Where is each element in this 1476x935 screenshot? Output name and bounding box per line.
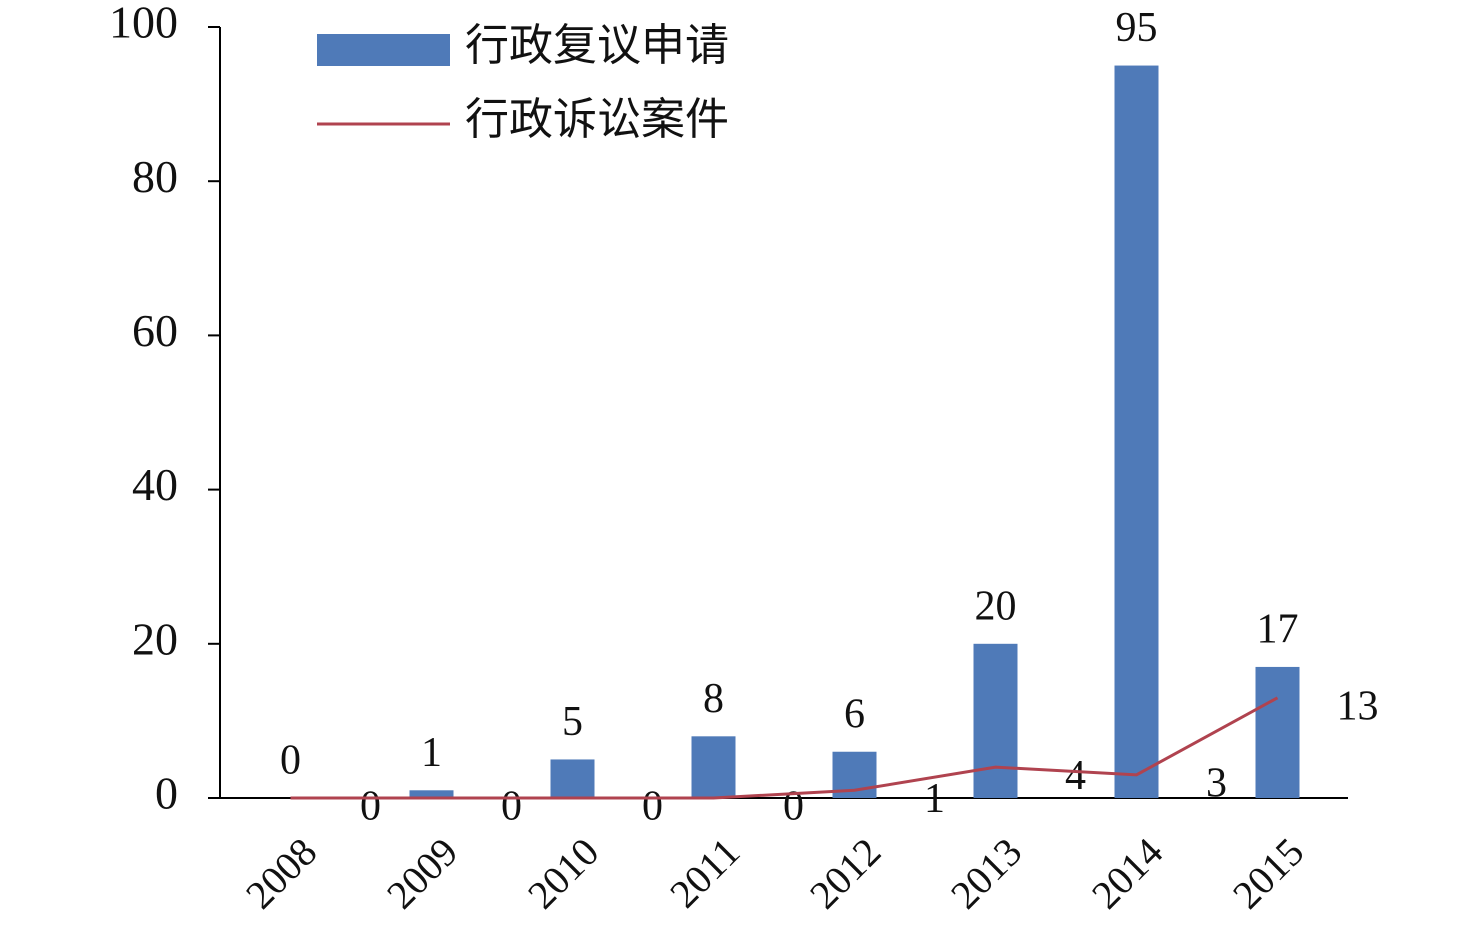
bar [1255, 666, 1300, 798]
x-tick-label: 2014 [1083, 829, 1171, 917]
bar-value-label: 0 [280, 738, 301, 784]
x-tick-label: 2008 [237, 829, 325, 917]
bar-value-label: 6 [844, 691, 865, 737]
bar [550, 759, 595, 798]
y-tick-label: 40 [132, 459, 178, 510]
y-tick-label: 80 [132, 151, 178, 202]
line-value-label: 3 [1206, 761, 1227, 807]
bar-value-label: 1 [421, 730, 442, 776]
line-value-label: 1 [924, 776, 945, 822]
x-tick-label: 2011 [661, 829, 748, 916]
line-value-label: 0 [501, 784, 522, 830]
line-value-label: 13 [1337, 683, 1379, 729]
bar [691, 736, 736, 798]
bar [409, 790, 454, 798]
x-tick-label: 2015 [1224, 829, 1312, 917]
line [290, 696, 1279, 800]
legend-swatch [317, 34, 450, 66]
legend-label: 行政复议申请 [465, 21, 729, 70]
line-value-label: 0 [642, 784, 663, 830]
x-tick-label: 2010 [519, 829, 607, 917]
line-value-label: 0 [360, 784, 381, 830]
y-tick-label: 60 [132, 305, 178, 356]
legend-label: 行政诉讼案件 [465, 95, 729, 144]
x-tick-label: 2009 [378, 829, 466, 917]
bar-value-label: 5 [562, 699, 583, 745]
bar-value-label: 17 [1257, 607, 1299, 653]
y-tick-label: 0 [155, 768, 178, 819]
line-value-label: 0 [783, 784, 804, 830]
line-value-label: 4 [1065, 753, 1086, 799]
bar-value-label: 8 [703, 676, 724, 722]
bar [973, 643, 1018, 798]
bar [1114, 65, 1159, 799]
y-tick-label: 100 [109, 0, 178, 48]
x-tick-label: 2012 [801, 829, 889, 917]
bar-value-label: 95 [1116, 5, 1158, 51]
x-tick-label: 2013 [942, 829, 1030, 917]
bar-value-label: 20 [975, 583, 1017, 629]
y-tick-label: 20 [132, 613, 178, 664]
